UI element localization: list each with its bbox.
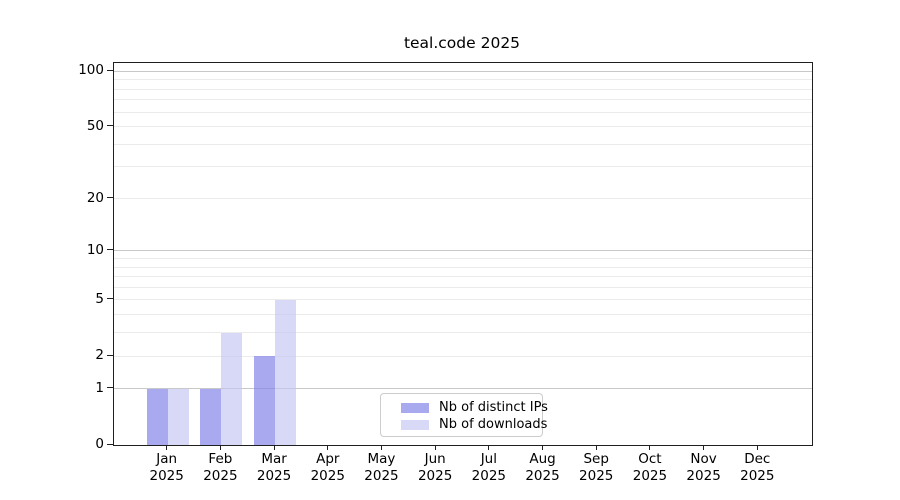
gridline <box>114 314 812 316</box>
x-tick-year: 2025 <box>632 468 668 484</box>
gridline <box>114 299 812 301</box>
x-tick-mark <box>703 445 705 450</box>
gridline <box>114 276 812 278</box>
bar-feb-nb-of-distinct-ips <box>200 388 222 445</box>
gridline <box>114 332 812 334</box>
x-tick-year: 2025 <box>364 468 399 484</box>
gridline <box>114 286 812 288</box>
y-tick-label: 1 <box>95 379 104 396</box>
x-tick-label: Apr 2025 <box>288 451 368 485</box>
x-tick-label: Jan 2025 <box>127 451 207 485</box>
x-tick-label: Feb 2025 <box>180 451 260 485</box>
bar-jan-nb-of-downloads <box>167 388 189 445</box>
legend-swatch <box>401 419 429 430</box>
gridline <box>114 388 812 390</box>
bar-mar-nb-of-distinct-ips <box>254 356 276 445</box>
gridline <box>114 198 812 200</box>
x-tick-mark <box>649 445 651 450</box>
x-tick-label: Nov 2025 <box>664 451 744 485</box>
y-tick-mark <box>107 354 113 356</box>
gridline <box>114 88 812 90</box>
gridline <box>114 70 812 72</box>
gridline <box>114 143 812 145</box>
x-tick-mark <box>273 445 275 450</box>
x-tick-year: 2025 <box>203 468 238 484</box>
y-tick-label: 50 <box>86 117 104 134</box>
x-tick-mark <box>380 445 382 450</box>
legend-entry: Nb of distinct IPs <box>381 399 548 416</box>
x-tick-year: 2025 <box>256 468 292 484</box>
bar-jan-nb-of-distinct-ips <box>146 388 168 445</box>
x-tick-month: Sep <box>583 451 609 467</box>
x-tick-mark <box>166 445 168 450</box>
x-tick-year: 2025 <box>417 468 453 484</box>
x-tick-month: Apr <box>316 451 340 467</box>
x-tick-month: Dec <box>744 451 771 467</box>
x-tick-month: Aug <box>529 451 556 467</box>
x-tick-mark <box>595 445 597 450</box>
x-tick-year: 2025 <box>686 468 721 484</box>
y-tick-mark <box>107 298 113 300</box>
x-tick-month: Nov <box>690 451 717 467</box>
x-tick-month: May <box>367 451 396 467</box>
bar-feb-nb-of-downloads <box>221 332 243 445</box>
bar-mar-nb-of-downloads <box>275 299 297 445</box>
x-tick-label: Dec 2025 <box>717 451 797 485</box>
legend: Nb of distinct IPs Nb of downloads <box>380 393 548 437</box>
x-tick-label: Jun 2025 <box>395 451 475 485</box>
y-tick-mark <box>107 249 113 251</box>
x-tick-label: Oct 2025 <box>610 451 690 485</box>
x-tick-year: 2025 <box>579 468 614 484</box>
gridline <box>114 166 812 168</box>
gridline <box>114 79 812 81</box>
x-tick-label: May 2025 <box>341 451 421 485</box>
legend-label: Nb of downloads <box>439 417 548 432</box>
x-tick-label: Sep 2025 <box>556 451 636 485</box>
legend-swatch <box>401 402 429 413</box>
gridline <box>114 266 812 268</box>
gridline <box>114 258 812 260</box>
x-tick-mark <box>434 445 436 450</box>
x-tick-month: Jul <box>480 451 497 467</box>
legend-label: Nb of distinct IPs <box>439 400 548 415</box>
x-tick-month: Jan <box>156 451 178 467</box>
x-tick-month: Oct <box>638 451 662 467</box>
x-tick-month: Feb <box>208 451 233 467</box>
x-tick-label: Mar 2025 <box>234 451 314 485</box>
x-tick-year: 2025 <box>310 468 345 484</box>
gridline <box>114 111 812 113</box>
x-tick-label: Jul 2025 <box>449 451 529 485</box>
x-tick-mark <box>488 445 490 450</box>
gridline <box>114 126 812 128</box>
x-tick-mark <box>219 445 221 450</box>
gridline <box>114 250 812 252</box>
x-tick-year: 2025 <box>525 468 560 484</box>
y-tick-mark <box>107 125 113 127</box>
x-tick-month: Mar <box>261 451 287 467</box>
x-tick-year: 2025 <box>740 468 775 484</box>
y-tick-label: 0 <box>95 436 104 452</box>
y-tick-mark <box>107 443 113 445</box>
x-tick-year: 2025 <box>149 468 184 484</box>
y-tick-label: 10 <box>86 241 104 258</box>
x-tick-mark <box>756 445 758 450</box>
y-tick-label: 100 <box>78 62 104 79</box>
x-tick-mark <box>327 445 329 450</box>
x-tick-label: Aug 2025 <box>503 451 583 485</box>
legend-entry: Nb of downloads <box>381 416 547 433</box>
y-tick-mark <box>107 197 113 199</box>
y-tick-label: 5 <box>95 290 104 307</box>
x-tick-month: Jun <box>424 451 446 467</box>
plot-area <box>113 62 813 446</box>
y-tick-label: 2 <box>95 347 104 364</box>
y-tick-mark <box>107 387 113 389</box>
y-tick-label: 20 <box>86 189 104 206</box>
gridline <box>114 99 812 101</box>
gridline <box>114 355 812 357</box>
chart-title: teal.code 2025 <box>403 34 521 52</box>
x-tick-year: 2025 <box>471 468 507 484</box>
x-tick-mark <box>542 445 544 450</box>
y-tick-mark <box>107 69 113 71</box>
